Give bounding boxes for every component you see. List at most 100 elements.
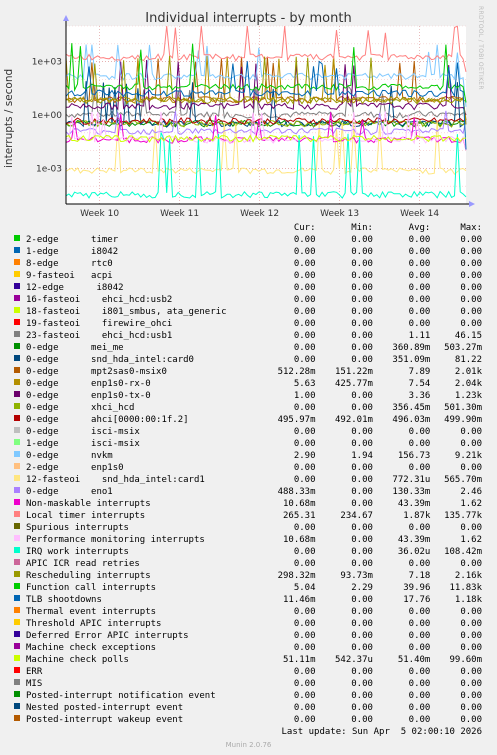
legend-avg: 0.00 (408, 667, 431, 677)
legend-row: 9-fasteoi acpi 0.00 0.00 0.00 0.00 (12, 270, 482, 282)
legend-entry: 0-edge enp1s0-tx-0 (12, 390, 266, 402)
legend-swatch (14, 247, 20, 253)
legend-cur: 0.00 (293, 235, 316, 245)
legend-row: 0-edge snd_hda_intel:card0 0.00 0.00 351.09… (12, 354, 482, 366)
legend-min: 0.00 (351, 523, 373, 533)
legend-avg: 0.00 (408, 283, 431, 293)
legend-max: 0.00 (460, 607, 482, 617)
legend-swatch (14, 427, 20, 433)
legend-min: 0.00 (351, 643, 373, 653)
legend-cur: 0.00 (293, 703, 316, 713)
legend-avg: 0.00 (408, 559, 431, 569)
legend-avg: 43.39m (397, 535, 431, 545)
legend-row: 0-edge mpt2sas0-msix0 512.28m 151.22m 7.89 2… (12, 366, 482, 378)
legend-label: 16-fasteoi ehci_hcd:usb2 (26, 295, 173, 305)
legend-row: 0-edge ahci[0000:00:1f.2] 495.97m 492.01m 4… (12, 414, 482, 426)
legend-row: 23-fasteoi ehci_hcd:usb1 0.00 0.00 1.11 46.1… (12, 330, 482, 342)
legend-avg: 496.03m (392, 415, 431, 425)
legend-swatch (14, 703, 20, 709)
legend-avg: 51.40m (397, 655, 431, 665)
legend-min: 0.00 (351, 619, 373, 629)
legend-min: 0.00 (351, 403, 373, 413)
series-line (65, 84, 467, 120)
legend-avg: 0.00 (408, 679, 431, 689)
legend-min: 0.00 (351, 667, 373, 677)
legend-cur: 0.00 (293, 283, 316, 293)
legend-row: ERR 0.00 0.00 0.00 0.00 (12, 666, 482, 678)
legend-swatch (14, 391, 20, 397)
legend-min: 93.73m (340, 571, 373, 581)
legend-avg: 0.00 (408, 295, 431, 305)
legend-cur: 0.00 (293, 247, 316, 257)
legend-entry: IRQ work interrupts (12, 546, 266, 558)
legend-cur: 2.90 (293, 451, 316, 461)
legend-row: 0-edge mei_me 0.00 0.00 360.89m 503.27m (12, 342, 482, 354)
series-line (65, 55, 467, 125)
legend-swatch (14, 571, 20, 577)
legend-max: 0.00 (460, 295, 482, 305)
legend-max: 0.00 (460, 319, 482, 329)
legend-label: 0-edge eno1 (26, 487, 113, 497)
legend-cur: 488.33m (277, 487, 316, 497)
legend-label: 19-fasteoi firewire_ohci (26, 319, 173, 329)
legend-avg: 130.33m (392, 487, 431, 497)
legend-swatch (14, 715, 20, 721)
legend-cur: 495.97m (277, 415, 316, 425)
legend-avg: 0.00 (408, 235, 431, 245)
legend-row: 0-edge xhci_hcd 0.00 0.00 356.45m 501.30m (12, 402, 482, 414)
legend-max: 1.62 (460, 535, 482, 545)
legend-row: Machine check polls 51.11m 542.37u 51.40m 99… (12, 654, 482, 666)
legend-entry: 0-edge enp1s0-rx-0 (12, 378, 266, 390)
legend-entry: Rescheduling interrupts (12, 570, 266, 582)
munin-version: Munin 2.0.76 (225, 741, 272, 749)
legend-entry: Posted-interrupt wakeup event (12, 714, 266, 726)
plot-area: 1e-03 1e+00 1e+03 Week 10 Week 11 Week 12 Week… (32, 15, 475, 219)
legend-swatch (14, 487, 20, 493)
legend-row: Function call interrupts 5.04 2.29 39.96 11.… (12, 582, 482, 594)
legend-entry: Machine check exceptions (12, 642, 266, 654)
legend-label: Local timer interrupts (26, 511, 146, 521)
legend-label: Thermal event interrupts (26, 607, 157, 617)
legend-avg: 0.00 (408, 643, 431, 653)
series-line (65, 25, 467, 73)
legend-label: Rescheduling interrupts (26, 571, 151, 581)
legend-avg: 0.00 (408, 319, 431, 329)
legend-row: Nested posted-interrupt event 0.00 0.00 0.0… (12, 702, 482, 714)
legend-entry: 8-edge rtc0 (12, 258, 266, 270)
legend-label: Machine check exceptions (26, 643, 157, 653)
legend-max: 0.00 (460, 667, 482, 677)
legend-min: 0.00 (351, 691, 373, 701)
legend-row: Local timer interrupts 265.31 234.67 1.87k 1… (12, 510, 482, 522)
legend-min: 0.00 (351, 307, 373, 317)
legend-entry: 0-edge mei_me (12, 342, 266, 354)
legend-min: 151.22m (335, 367, 373, 377)
x-tick-label: Week 11 (160, 209, 199, 219)
legend-header-row: Cur: Min: Avg: Max: (12, 222, 482, 234)
legend-swatch (14, 643, 20, 649)
legend-label: 0-edge mei_me (26, 343, 124, 353)
legend-swatch (14, 619, 20, 625)
legend-min: 0.00 (351, 499, 373, 509)
legend-cur: 10.68m (283, 499, 316, 509)
legend-min: 2.29 (351, 583, 373, 593)
legend-cur: 51.11m (283, 655, 316, 665)
legend-cur: 5.63 (293, 379, 316, 389)
legend-max: 2.46 (460, 487, 482, 497)
legend-avg: 356.45m (392, 403, 431, 413)
legend-min: 0.00 (351, 427, 373, 437)
series-line (65, 116, 467, 126)
legend-swatch (14, 367, 20, 373)
series-line (65, 43, 467, 103)
legend-cur: 0.00 (293, 331, 316, 341)
legend-max: 0.00 (460, 235, 482, 245)
legend-label: 1-edge isci-msix (26, 439, 140, 449)
legend-entry: 16-fasteoi ehci_hcd:usb2 (12, 294, 266, 306)
legend-label: 0-edge isci-msix (26, 427, 140, 437)
x-tick-label: Week 14 (400, 209, 439, 219)
legend-label: IRQ work interrupts (26, 547, 129, 557)
legend-label: 12-edge i8042 (26, 283, 124, 293)
legend-cur: 5.04 (293, 583, 316, 593)
legend-min: 0.00 (351, 631, 373, 641)
legend-cur: 512.28m (277, 367, 316, 377)
legend-avg: 0.00 (408, 271, 431, 281)
